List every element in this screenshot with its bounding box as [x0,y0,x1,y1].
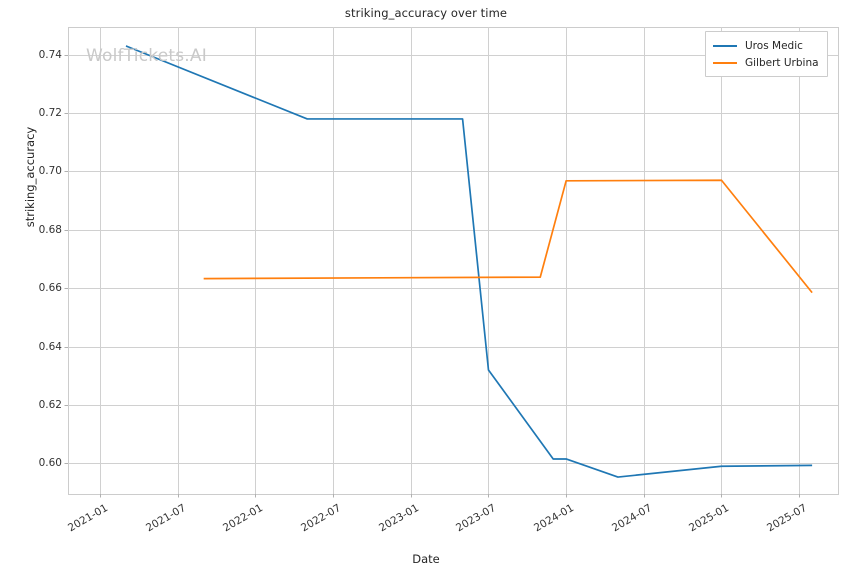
series-line [203,179,813,294]
legend-color-swatch [713,44,737,47]
legend-item[interactable]: Uros Medic [713,37,819,54]
legend-item-label: Gilbert Urbina [745,56,819,69]
y-tick-label: 0.72 [38,107,62,120]
y-tick-label: 0.62 [38,398,62,411]
legend-item-label: Uros Medic [745,39,803,52]
legend-item[interactable]: Gilbert Urbina [713,54,819,71]
y-tick-label: 0.70 [38,165,62,178]
y-axis-ticks: 0.74 0.72 0.70 0.68 0.66 0.64 0.62 0.60 [0,0,62,575]
y-tick-label: 0.68 [38,223,62,236]
x-axis-label: Date [412,552,440,566]
y-tick-label: 0.64 [38,340,62,353]
y-tick-label: 0.74 [38,48,62,61]
legend: Uros Medic Gilbert Urbina [705,31,828,77]
chart-title: striking_accuracy over time [344,6,508,20]
y-tick-label: 0.66 [38,282,62,295]
legend-color-swatch [713,61,737,64]
y-tick-label: 0.60 [38,457,62,470]
series-line [125,45,813,478]
